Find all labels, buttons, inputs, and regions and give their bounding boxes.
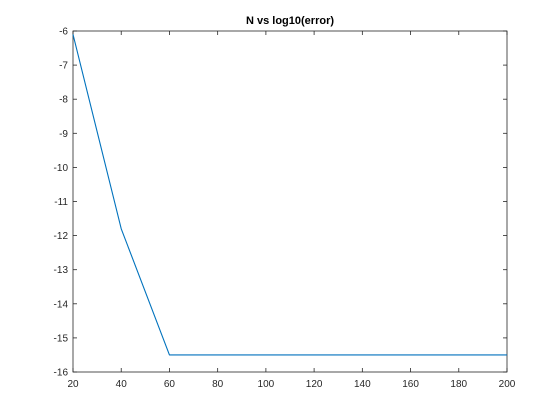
plot-area: 20 40 60 80 100 120 140 160 180 200 -6 -7 -8 -9 -10 -11… (54, 27, 516, 391)
data-point (169, 354, 170, 355)
y-tick-label: -6 (59, 27, 68, 38)
y-tick-label: -15 (54, 333, 69, 344)
y-tick-label: -7 (59, 61, 68, 72)
x-tick-label: 80 (212, 379, 224, 390)
y-tick-label: -9 (59, 129, 68, 140)
data-point (506, 354, 507, 355)
x-tick-label: 60 (164, 379, 176, 390)
x-tick-label: 100 (258, 379, 275, 390)
data-point (458, 354, 459, 355)
x-tick-label: 200 (499, 379, 516, 390)
data-point (265, 354, 266, 355)
data-point (410, 354, 411, 355)
y-tick-label: -14 (54, 299, 69, 310)
x-tick-label: 160 (402, 379, 419, 390)
y-tick-label: -11 (54, 197, 68, 208)
x-tick-label: 120 (306, 379, 323, 390)
data-point (362, 354, 363, 355)
y-tick-label: -16 (54, 368, 69, 379)
y-tick-label: -12 (54, 231, 69, 242)
x-tick-label: 140 (354, 379, 371, 390)
data-point (121, 228, 122, 229)
x-tick-label: 40 (116, 379, 128, 390)
y-tick-label: -10 (54, 163, 69, 174)
data-point (314, 354, 315, 355)
y-tick-label: -8 (59, 95, 68, 106)
y-tick-label: -13 (54, 265, 69, 276)
data-point (217, 354, 218, 355)
x-tick-label: 180 (450, 379, 467, 390)
axes-box (72, 30, 508, 373)
chart-title: N vs log10(error) (246, 15, 334, 27)
data-point (72, 34, 73, 35)
x-tick-label: 20 (67, 379, 79, 390)
series-line-0 (72, 34, 507, 356)
